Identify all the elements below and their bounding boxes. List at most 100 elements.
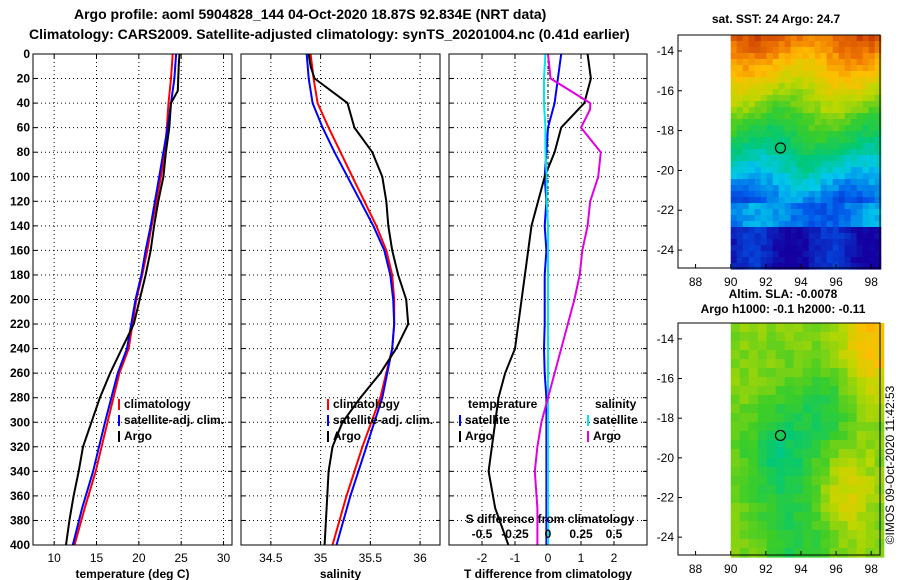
x-tick-label: 10 bbox=[47, 551, 61, 565]
x-tick-label: 36 bbox=[413, 551, 427, 565]
argo-float-marker bbox=[774, 142, 787, 154]
x-axis-label: salinity bbox=[320, 567, 362, 580]
x-tick-label: 30 bbox=[217, 551, 231, 565]
x-tick-label: 96 bbox=[829, 562, 843, 576]
series-argo-line bbox=[307, 53, 410, 546]
x-tick-label: 2 bbox=[611, 551, 618, 565]
y-tick-label: 400 bbox=[10, 538, 30, 552]
temperature-panel: 10 15 20 25 30 temperature (deg C) climatology… bbox=[32, 53, 233, 580]
x-axis-label: temperature (deg C) bbox=[75, 567, 189, 580]
argo-float-marker bbox=[774, 429, 787, 442]
y-tick-label: 340 bbox=[10, 464, 30, 478]
x-axis-label: T difference from climatology bbox=[464, 567, 632, 580]
y-tick-label: 160 bbox=[10, 243, 30, 257]
y-tick-label: -22 bbox=[657, 490, 675, 504]
x-tick-label: 94 bbox=[794, 562, 808, 576]
x-tick-label: -1 bbox=[510, 551, 521, 565]
y-tick-label: 20 bbox=[17, 72, 31, 86]
y-tick-label: 240 bbox=[10, 342, 30, 356]
x-tick-label: 88 bbox=[689, 562, 703, 576]
x-tick-label: 20 bbox=[132, 551, 146, 565]
y-tick-label: 140 bbox=[10, 219, 30, 233]
y-tick-label: 0 bbox=[23, 47, 30, 61]
legend-swatch bbox=[327, 399, 329, 410]
legend-label: satellite-adj. clim. bbox=[124, 413, 224, 427]
y-tick-label: -20 bbox=[657, 163, 675, 177]
legend-swatch bbox=[587, 431, 589, 442]
y-tick-label: -24 bbox=[657, 530, 675, 544]
legend-label: satellite bbox=[593, 413, 638, 427]
sla-map-panel: 88 90 92 94 96 98 -14 -16 -18 -20 -22 -24 bbox=[657, 322, 885, 576]
s-axis-label: S difference from climatology bbox=[466, 512, 635, 526]
y-tick-label: -18 bbox=[657, 124, 675, 138]
sla-map-subtitle: Argo h1000: -0.1 h2000: -0.11 bbox=[701, 302, 866, 316]
sla-map-title: Altim. SLA: -0.0078 bbox=[729, 287, 838, 301]
legend-swatch bbox=[327, 415, 329, 426]
legend-swatch bbox=[587, 415, 589, 426]
series-t-argo-line bbox=[487, 53, 592, 546]
legend-label: Argo bbox=[465, 429, 493, 443]
legend-label: climatology bbox=[333, 397, 400, 411]
x-tick-label: 92 bbox=[759, 562, 773, 576]
x-tick-label: 35.5 bbox=[359, 551, 383, 565]
y-tick-label: 280 bbox=[10, 391, 30, 405]
s-tick-label: 0.5 bbox=[606, 527, 623, 541]
y-tick-label: -20 bbox=[657, 451, 675, 465]
x-tick-label: 35 bbox=[314, 551, 328, 565]
x-tick-label: 34.5 bbox=[259, 551, 283, 565]
legend-group-title: temperature bbox=[468, 397, 538, 411]
x-tick-label: 1 bbox=[578, 551, 585, 565]
legend-label: climatology bbox=[124, 397, 191, 411]
sla-map-heat-field bbox=[730, 323, 885, 558]
y-tick-label: 200 bbox=[10, 293, 30, 307]
y-tick-label: -24 bbox=[657, 243, 675, 257]
series-s-argo-line bbox=[533, 53, 602, 545]
legend-label: Argo bbox=[124, 429, 152, 443]
legend-label: Argo bbox=[593, 429, 621, 443]
legend-label: satellite-adj. clim. bbox=[333, 413, 433, 427]
header-title-line2: Climatology: CARS2009. Satellite-adjuste… bbox=[29, 26, 630, 42]
legend-swatch bbox=[459, 415, 461, 426]
s-tick-label: -0.5 bbox=[472, 527, 493, 541]
y-tick-label: 300 bbox=[10, 415, 30, 429]
y-tick-label: 100 bbox=[10, 170, 30, 184]
series-climatology-line bbox=[73, 53, 174, 546]
x-tick-label: 0 bbox=[545, 551, 552, 565]
s-tick-label: -0.25 bbox=[501, 527, 529, 541]
series-climatology-line bbox=[309, 53, 396, 546]
y-tick-label: 120 bbox=[10, 194, 30, 208]
legend-label: satellite bbox=[465, 413, 510, 427]
x-tick-label: 98 bbox=[865, 562, 879, 576]
sla-map-frame bbox=[677, 322, 881, 556]
legend-swatch bbox=[459, 431, 461, 442]
series-satellite-line bbox=[305, 53, 396, 546]
y-tick-label: 80 bbox=[17, 145, 31, 159]
difference-panel: -2 -1 0 1 2 T difference from climatology temp… bbox=[448, 53, 648, 580]
legend-swatch bbox=[327, 431, 329, 442]
x-tick-label: -2 bbox=[477, 551, 488, 565]
y-tick-label: -18 bbox=[657, 411, 675, 425]
x-tick-label: 25 bbox=[175, 551, 189, 565]
header-title-line1: Argo profile: aoml 5904828_144 04-Oct-20… bbox=[74, 6, 547, 22]
y-tick-label: -14 bbox=[657, 332, 675, 346]
salinity-panel: 34.5 35 35.5 36 salinity climatology satellite… bbox=[240, 53, 441, 580]
x-tick-label: 90 bbox=[724, 275, 738, 289]
y-tick-label: -16 bbox=[657, 372, 675, 386]
series-satellite-line bbox=[71, 53, 178, 546]
legend-group-title: salinity bbox=[595, 397, 637, 411]
y-tick-label: -14 bbox=[657, 44, 675, 58]
y-tick-label: -22 bbox=[657, 203, 675, 217]
s-tick-label: 0.25 bbox=[569, 527, 593, 541]
y-tick-label: 360 bbox=[10, 489, 30, 503]
copyright-credit: ©IMOS 09-Oct-2020 11:42:53 bbox=[883, 385, 897, 544]
sst-map-frame bbox=[677, 34, 881, 269]
sst-map-heat-field bbox=[730, 35, 882, 270]
x-tick-label: 90 bbox=[724, 562, 738, 576]
legend-label: Argo bbox=[333, 429, 361, 443]
legend-swatch bbox=[118, 399, 120, 410]
y-tick-label: 40 bbox=[17, 96, 31, 110]
x-tick-label: 96 bbox=[829, 275, 843, 289]
series-argo-line bbox=[65, 53, 181, 546]
y-tick-label: 180 bbox=[10, 268, 30, 282]
